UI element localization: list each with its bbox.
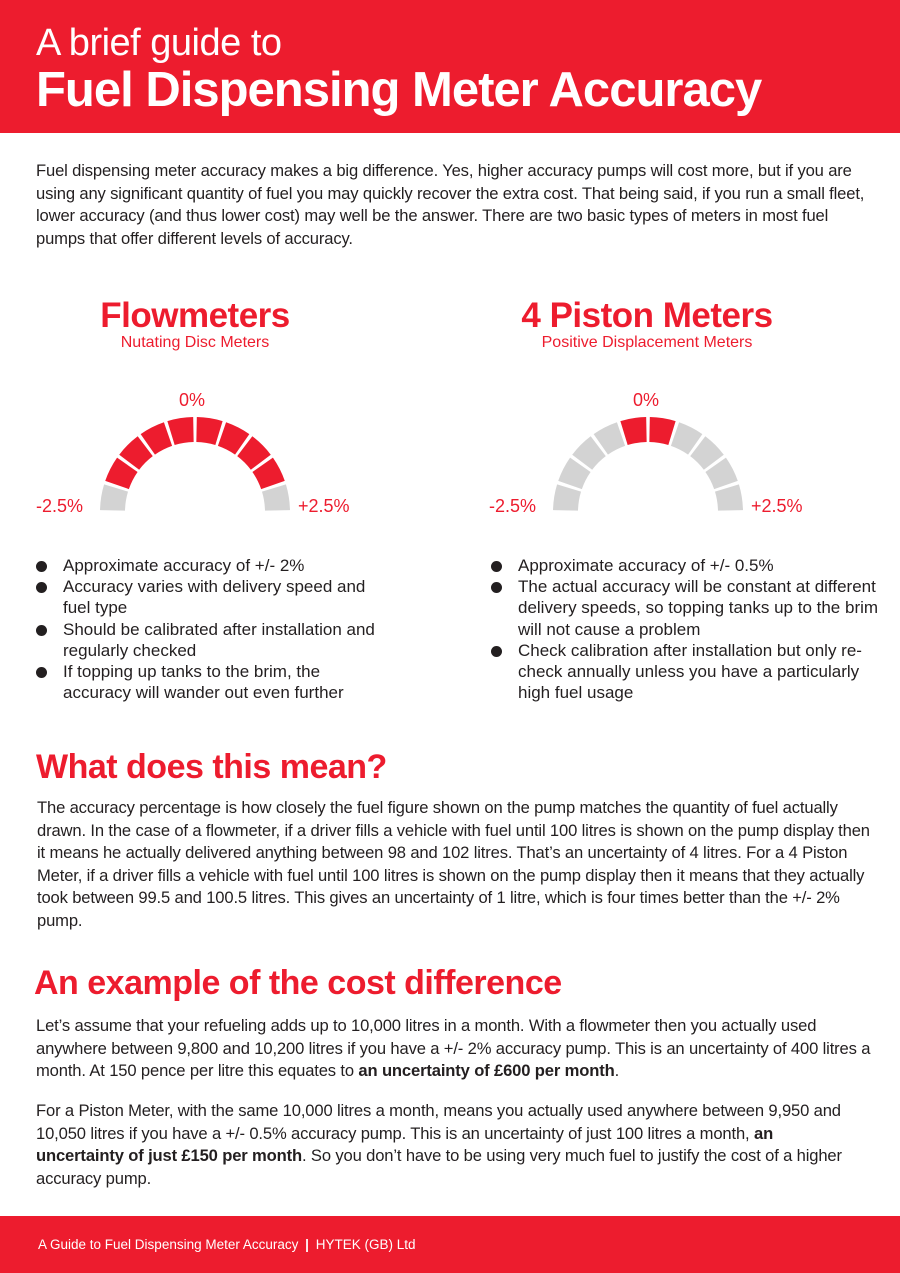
gauge-segment xyxy=(140,422,173,455)
gauge-segment xyxy=(670,422,703,455)
piston-meters-subtitle: Positive Displacement Meters xyxy=(541,334,753,351)
gauge-segment xyxy=(261,484,290,511)
gauge-segment xyxy=(105,457,138,490)
gauge-segment xyxy=(572,436,606,470)
header-kicker: A brief guide to xyxy=(36,22,282,64)
bullet-icon xyxy=(491,645,502,657)
footer-separator: | xyxy=(305,1237,309,1252)
gauge-segment xyxy=(196,417,223,446)
bullet-icon xyxy=(36,667,47,679)
list-item: If topping up tanks to the brim, the acc… xyxy=(36,661,386,703)
list-item: Approximate accuracy of +/- 0.5% xyxy=(491,555,886,576)
flowmeter-gauge-left-label: -2.5% xyxy=(36,496,84,516)
flowmeter-gauge-center-label: 0% xyxy=(179,390,206,410)
list-item: Should be calibrated after installation … xyxy=(36,619,386,661)
page-title: Fuel Dispensing Meter Accuracy xyxy=(36,63,762,117)
list-item: Approximate accuracy of +/- 2% xyxy=(36,555,386,576)
flowmeters-subtitle: Nutating Disc Meters xyxy=(120,334,270,351)
gauge-segment xyxy=(593,422,626,455)
cost-paragraph-flowmeter: Let’s assume that your refueling adds up… xyxy=(36,1016,871,1080)
gauge-segment xyxy=(237,436,271,470)
gauge-segment xyxy=(167,417,194,446)
header-banner: A brief guide to Fuel Dispensing Meter A… xyxy=(0,0,900,133)
gauge-segment xyxy=(252,457,285,490)
bullet-icon xyxy=(491,561,502,572)
cost-heading: An example of the cost difference xyxy=(34,964,562,1002)
piston-bullet-list: Approximate accuracy of +/- 0.5% The act… xyxy=(491,555,886,703)
gauge-segment xyxy=(705,457,738,490)
list-item: Accuracy varies with delivery speed and … xyxy=(36,576,386,618)
flowmeter-gauge-right-label: +2.5% xyxy=(298,496,350,516)
piston-gauge-right-label: +2.5% xyxy=(751,496,803,516)
gauge-segment xyxy=(558,457,591,490)
gauge-segment xyxy=(553,484,582,511)
footer-text: A Guide to Fuel Dispensing Meter Accurac… xyxy=(38,1237,415,1252)
meaning-paragraph: The accuracy percentage is how closely t… xyxy=(37,798,870,930)
list-item: Check calibration after installation but… xyxy=(491,640,886,704)
flowmeter-bullet-list: Approximate accuracy of +/- 2% Accuracy … xyxy=(36,555,386,703)
bullet-icon xyxy=(36,561,47,572)
bullet-icon xyxy=(491,582,502,594)
flowmeters-title: Flowmeters xyxy=(100,296,290,335)
piston-gauge-left-label: -2.5% xyxy=(489,496,537,516)
gauge-segment xyxy=(119,436,153,470)
gauge-segment xyxy=(690,436,724,470)
piston-accuracy-gauge xyxy=(553,417,743,511)
intro-paragraph: Fuel dispensing meter accuracy makes a b… xyxy=(36,161,865,248)
list-item: The actual accuracy will be constant at … xyxy=(491,576,886,640)
piston-meters-title: 4 Piston Meters xyxy=(521,296,773,335)
bullet-icon xyxy=(36,582,47,594)
cost-paragraph-piston: For a Piston Meter, with the same 10,000… xyxy=(36,1101,842,1188)
footer-company: HYTEK (GB) Ltd xyxy=(315,1237,416,1252)
flowmeter-accuracy-gauge xyxy=(100,417,290,511)
gauge-segment xyxy=(100,484,129,511)
meaning-heading: What does this mean? xyxy=(36,748,387,786)
bullet-icon xyxy=(36,624,47,636)
gauge-segment xyxy=(217,422,250,455)
gauge-segment xyxy=(620,417,647,446)
gauge-segment xyxy=(714,484,743,511)
footer-banner: A Guide to Fuel Dispensing Meter Accurac… xyxy=(0,1216,900,1273)
piston-gauge-center-label: 0% xyxy=(633,390,660,410)
flowmeter-cost-highlight: an uncertainty of £600 per month xyxy=(358,1061,615,1080)
footer-guide-title: A Guide to Fuel Dispensing Meter Accurac… xyxy=(38,1237,299,1252)
gauge-segment xyxy=(649,417,676,446)
piston-cost-highlight: an uncertainty of just £150 per month xyxy=(36,1123,774,1166)
